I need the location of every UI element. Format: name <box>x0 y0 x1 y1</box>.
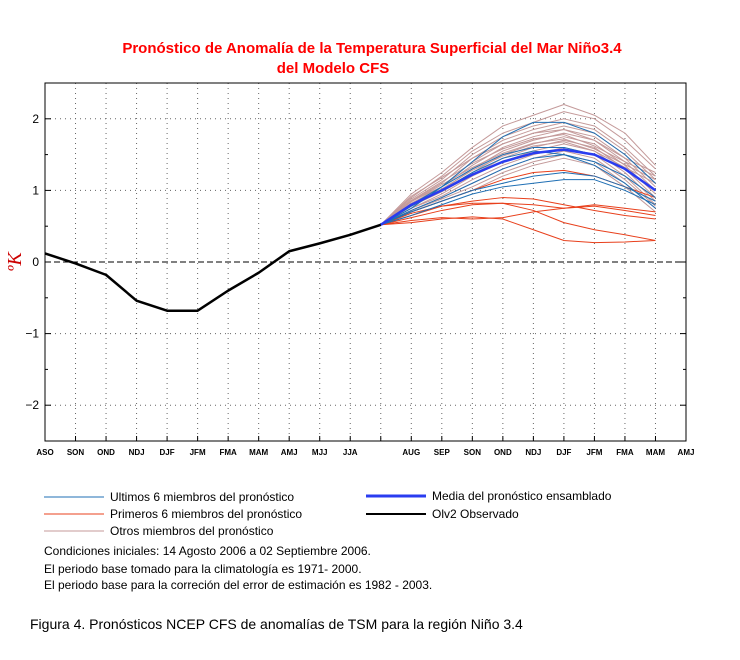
series-line-other-member <box>380 121 656 226</box>
x-tick-label: JFM <box>586 448 602 457</box>
chart: Pronóstico de Anomalía de la Temperatura… <box>4 40 694 538</box>
x-tick-label: JJA <box>343 448 358 457</box>
legend-label-mean: Media del pronóstico ensamblado <box>432 489 612 503</box>
figure-caption: Figura 4. Pronósticos NCEP CFS de anomal… <box>30 616 523 632</box>
series-line-last6-member <box>380 179 656 226</box>
series-line-other-member <box>380 129 656 226</box>
x-tick-label: AUG <box>402 448 420 457</box>
y-tick-label: −1 <box>25 327 39 341</box>
x-tick-label: AMJ <box>281 448 298 457</box>
series-line-ensemble-mean <box>380 148 657 226</box>
x-tick-label: NDJ <box>525 448 541 457</box>
x-tick-label: OND <box>494 448 512 457</box>
series-line-other-member <box>380 134 656 226</box>
series-line-first6-member <box>380 216 656 244</box>
series-line-other-member <box>380 103 656 226</box>
x-tick-label: FMA <box>616 448 634 457</box>
x-tick-label: DJF <box>556 448 571 457</box>
legend-label-observed: Olv2 Observado <box>432 507 519 521</box>
x-tick-label: JFM <box>190 448 206 457</box>
series-line-other-member <box>380 129 656 226</box>
legend-label-last6: Ultimos 6 miembros del pronóstico <box>110 490 294 504</box>
note-initial-conditions: Condiciones iniciales: 14 Agosto 2006 a … <box>44 544 371 558</box>
series-line-other-member <box>380 146 656 226</box>
legend-label-others: Otros miembros del pronóstico <box>110 524 274 538</box>
y-tick-label: −2 <box>25 398 39 412</box>
legend-label-first6: Primeros 6 miembros del pronóstico <box>110 507 302 521</box>
y-tick-label: 1 <box>32 183 39 197</box>
series-line-first6-member <box>380 202 656 242</box>
series-line-first6-member <box>380 205 656 226</box>
series-line-last6-member <box>380 154 656 226</box>
series-line-other-member <box>380 154 656 226</box>
note-error-period: El periodo base para la correción del er… <box>44 578 433 592</box>
series-line-other-member <box>380 138 656 226</box>
chart-title-line2: del Modelo CFS <box>277 60 390 77</box>
x-tick-label: OND <box>97 448 115 457</box>
x-tick-label: NDJ <box>129 448 145 457</box>
series-line-last6-member <box>380 172 656 226</box>
series-line-other-member <box>380 118 656 226</box>
x-tick-label: DJF <box>160 448 175 457</box>
x-tick-label: SON <box>464 448 482 457</box>
series-group <box>44 103 657 312</box>
y-tick-label: 2 <box>32 112 39 126</box>
y-axis: 2 1 0 −1 −2 <box>25 82 686 442</box>
series-line-observed <box>44 223 382 312</box>
chart-title-line1: Pronóstico de Anomalía de la Temperatura… <box>122 40 622 57</box>
series-line-first6-member <box>380 202 656 226</box>
x-tick-label: ASO <box>36 448 53 457</box>
note-climatology-period: El periodo base tomado para la climatolo… <box>44 562 362 576</box>
series-line-other-member <box>380 139 656 226</box>
x-tick-label: SON <box>67 448 85 457</box>
x-tick-label: FMA <box>219 448 237 457</box>
y-axis-label: ºK <box>4 251 26 272</box>
x-tick-label: MJJ <box>312 448 328 457</box>
x-tick-label: SEP <box>434 448 451 457</box>
y-tick-label: 0 <box>32 255 39 269</box>
x-tick-label: AMJ <box>678 448 695 457</box>
grid <box>45 83 686 441</box>
x-tick-label: MAM <box>646 448 665 457</box>
legend: Ultimos 6 miembros del pronóstico Primer… <box>44 489 612 538</box>
x-axis: ASO SON OND NDJ DJF JFM FMA MAM AMJ MJJ JJA AUG SEP S… <box>36 436 694 457</box>
x-tick-label: MAM <box>249 448 268 457</box>
